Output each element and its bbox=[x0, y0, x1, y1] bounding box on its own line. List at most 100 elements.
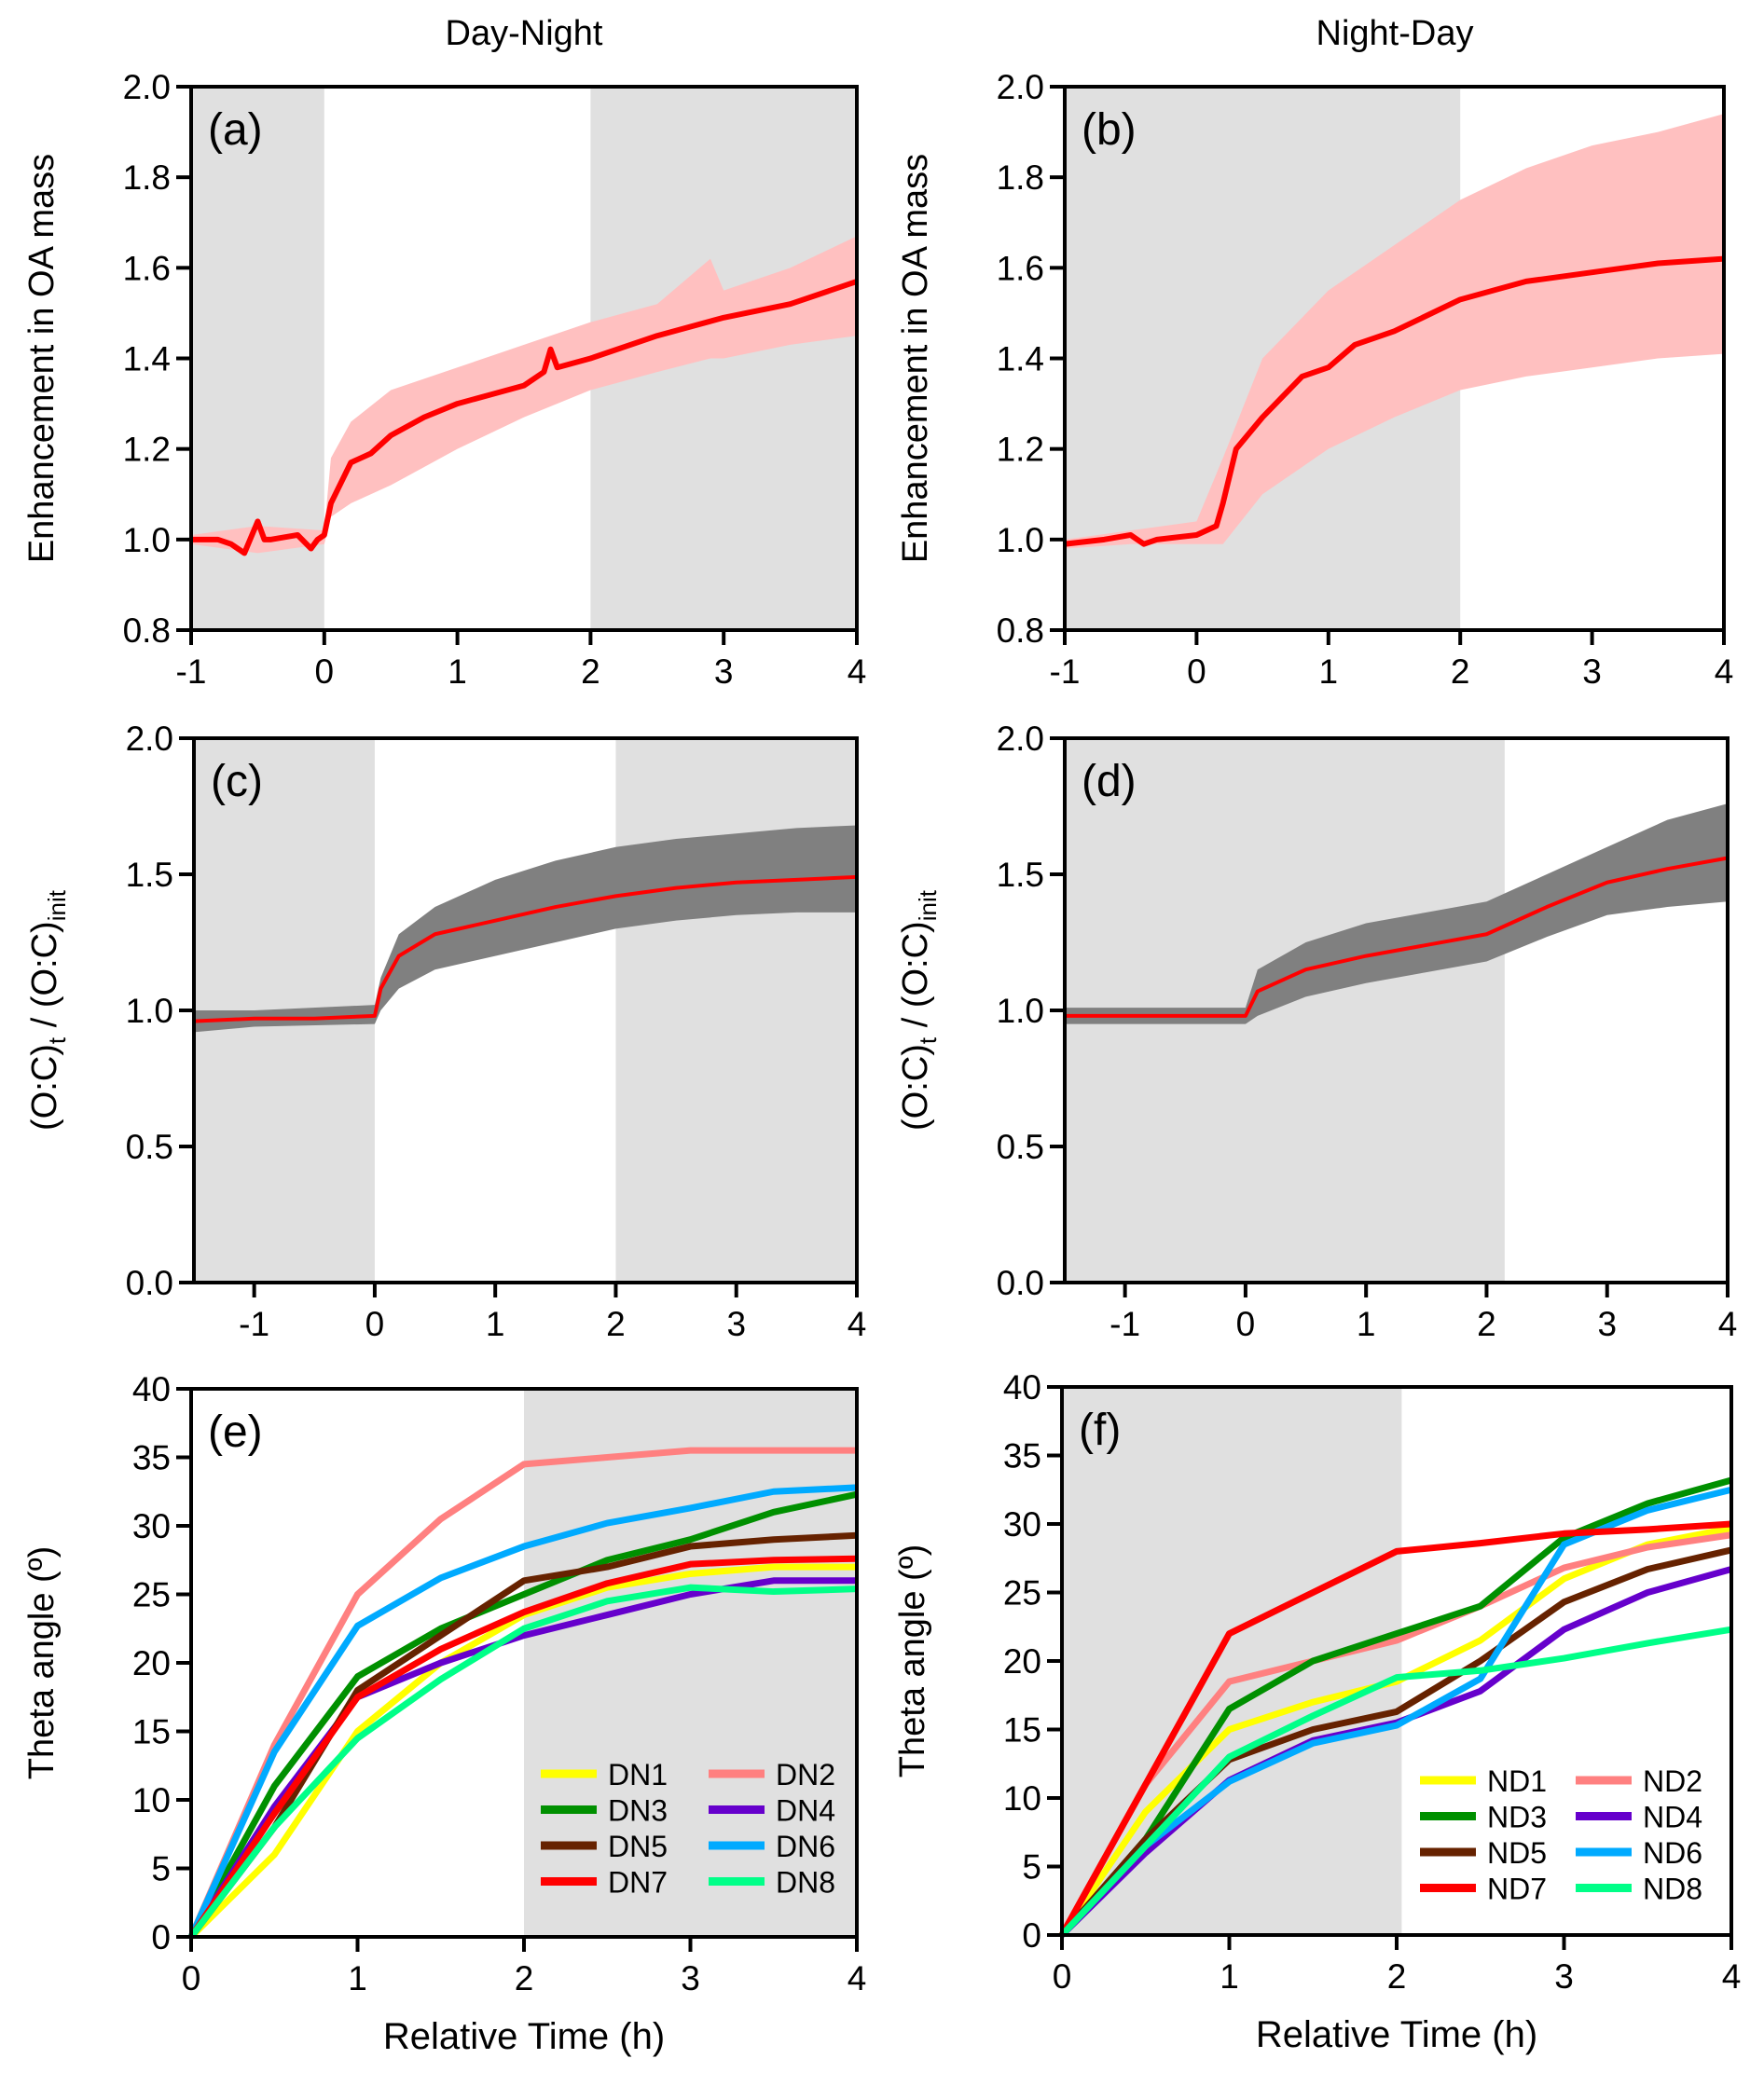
x-tick-label: 2 bbox=[515, 1959, 534, 1997]
uncertainty-band bbox=[191, 236, 857, 554]
panel-d: -1 0 1 2 3 4 0.0 0.5 1.0 1.5 2.0 (O:C)t / (O:C)init… bbox=[896, 720, 1737, 1343]
x-tick-label: 0 bbox=[182, 1959, 201, 1997]
y-tick-label: 1.6 bbox=[123, 249, 171, 287]
panel-c: -1 0 1 2 3 4 0.0 0.5 1.0 1.5 2.0 (O:C)t / (O:C)init… bbox=[25, 720, 866, 1343]
legend-label: ND5 bbox=[1487, 1836, 1547, 1870]
y-tick-label: 0.8 bbox=[997, 611, 1044, 650]
y-axis-label-part: t bbox=[43, 1036, 71, 1044]
series-line-DN6 bbox=[187, 1484, 858, 1939]
series-line-ND2 bbox=[1058, 1531, 1732, 1937]
x-tick-label: 1 bbox=[1220, 1957, 1239, 1996]
legend-label: ND2 bbox=[1643, 1764, 1702, 1798]
y-tick-label: 15 bbox=[1003, 1711, 1041, 1750]
panel-label: (e) bbox=[208, 1407, 263, 1457]
y-tick-label: 1.5 bbox=[126, 856, 173, 894]
legend-label: DN5 bbox=[608, 1830, 668, 1863]
x-tick-label: -1 bbox=[176, 652, 207, 691]
y-tick-label: 5 bbox=[151, 1850, 171, 1888]
series-line-DN2 bbox=[187, 1447, 857, 1939]
x-tick-label: 4 bbox=[1718, 1305, 1738, 1343]
shaded-region bbox=[615, 738, 857, 1283]
y-axis-label-part: init bbox=[43, 889, 71, 921]
series-line-ND3 bbox=[1059, 1476, 1732, 1938]
panel-label: (c) bbox=[211, 757, 263, 806]
uncertainty-band bbox=[194, 825, 857, 1033]
panel-a: -1 0 1 2 3 4 0.8 1.0 1.2 1.4 1.6 1.8 2.0 Enhancement … bbox=[22, 68, 866, 691]
y-tick-label: 2.0 bbox=[997, 68, 1044, 106]
legend-label: ND3 bbox=[1487, 1801, 1547, 1834]
y-tick-label: 30 bbox=[1003, 1505, 1041, 1544]
x-axis-label: Relative Time (h) bbox=[1256, 2014, 1537, 2055]
y-axis-label-part: Enhancement in OA mass bbox=[896, 154, 935, 563]
series-line-DN7 bbox=[188, 1555, 858, 1939]
x-tick-label: 2 bbox=[581, 652, 600, 691]
legend-label: ND8 bbox=[1643, 1873, 1702, 1906]
series-line-DN3 bbox=[187, 1490, 858, 1939]
y-axis-label-part: t bbox=[914, 1036, 942, 1044]
y-tick-label: 40 bbox=[1003, 1368, 1041, 1407]
panel-e: DN1 DN2 DN3 DN4 DN5 DN6 DN7 DN8 Relative Time (h… bbox=[22, 1370, 866, 2057]
y-tick-label: 1.8 bbox=[997, 158, 1044, 197]
y-axis-label-part: (O:C) bbox=[896, 1044, 935, 1131]
y-axis-label: Enhancement in OA mass bbox=[22, 154, 62, 563]
x-tick-label: 2 bbox=[606, 1305, 626, 1343]
y-axis-label-part: Theta angle (º) bbox=[22, 1546, 62, 1779]
y-axis-label: (O:C)t / (O:C)init bbox=[25, 889, 71, 1131]
y-tick-label: 1.4 bbox=[997, 340, 1044, 378]
y-axis-label-part: / (O:C) bbox=[896, 921, 935, 1037]
x-tick-label: 4 bbox=[1722, 1957, 1742, 1996]
y-tick-label: 0.0 bbox=[997, 1264, 1044, 1302]
legend-label: ND1 bbox=[1487, 1764, 1547, 1798]
x-tick-label: 2 bbox=[1387, 1957, 1407, 1996]
column-title-day-night: Day-Night bbox=[446, 14, 603, 53]
x-tick-label: 4 bbox=[848, 1305, 867, 1343]
x-tick-label: 0 bbox=[1236, 1305, 1256, 1343]
y-tick-label: 20 bbox=[1003, 1642, 1041, 1681]
mean-line bbox=[1065, 856, 1729, 1018]
x-tick-label: 1 bbox=[1357, 1305, 1376, 1343]
y-tick-label: 1.0 bbox=[997, 521, 1044, 559]
x-tick-label: 3 bbox=[726, 1305, 746, 1343]
x-axis-label: Relative Time (h) bbox=[383, 2016, 665, 2057]
x-tick-label: 0 bbox=[1187, 652, 1206, 691]
legend-label: ND4 bbox=[1643, 1801, 1702, 1834]
y-tick-label: 25 bbox=[1003, 1574, 1041, 1613]
y-axis-label: Theta angle (º) bbox=[893, 1544, 932, 1777]
legend-label: DN6 bbox=[776, 1830, 835, 1863]
legend-label: DN4 bbox=[776, 1794, 835, 1828]
series-line-ND7 bbox=[1058, 1520, 1732, 1937]
y-tick-label: 35 bbox=[132, 1439, 171, 1477]
x-tick-label: 4 bbox=[848, 652, 867, 691]
legend-label: DN2 bbox=[776, 1758, 835, 1791]
y-tick-label: 0 bbox=[151, 1918, 171, 1956]
x-tick-label: 4 bbox=[1715, 652, 1734, 691]
x-tick-label: 1 bbox=[448, 652, 467, 691]
panel-label: (d) bbox=[1082, 757, 1137, 806]
y-tick-label: 2.0 bbox=[123, 68, 171, 106]
y-tick-label: 1.5 bbox=[997, 856, 1044, 894]
y-tick-label: 1.4 bbox=[123, 340, 171, 378]
x-tick-label: 0 bbox=[1053, 1957, 1072, 1996]
x-tick-label: 3 bbox=[1554, 1957, 1574, 1996]
y-tick-label: 20 bbox=[132, 1644, 171, 1682]
panel-b: -1 0 1 2 3 4 0.8 1.0 1.2 1.4 1.6 1.8 2.0 Enhancement … bbox=[896, 68, 1733, 691]
legend-label: DN7 bbox=[608, 1866, 668, 1900]
y-tick-label: 10 bbox=[1003, 1779, 1041, 1818]
y-tick-label: 0 bbox=[1022, 1916, 1041, 1955]
panel-label: (f) bbox=[1079, 1406, 1121, 1455]
legend-label: DN8 bbox=[776, 1866, 835, 1900]
panel-f: ND1 ND2 ND3 ND4 ND5 ND6 ND7 ND8 Relative Time (h… bbox=[893, 1368, 1741, 2055]
x-tick-label: 1 bbox=[486, 1305, 505, 1343]
mean-line bbox=[193, 874, 858, 1023]
y-axis-label: Enhancement in OA mass bbox=[896, 154, 935, 563]
y-axis-label-part: (O:C) bbox=[25, 1044, 64, 1131]
y-axis-label: Theta angle (º) bbox=[22, 1546, 62, 1779]
y-tick-label: 5 bbox=[1022, 1848, 1041, 1887]
x-tick-label: 2 bbox=[1451, 652, 1470, 691]
y-tick-label: 15 bbox=[132, 1713, 171, 1751]
y-tick-label: 2.0 bbox=[126, 720, 173, 758]
y-tick-label: 0.5 bbox=[126, 1128, 173, 1166]
panel-label: (b) bbox=[1082, 105, 1137, 155]
x-tick-label: -1 bbox=[239, 1305, 269, 1343]
